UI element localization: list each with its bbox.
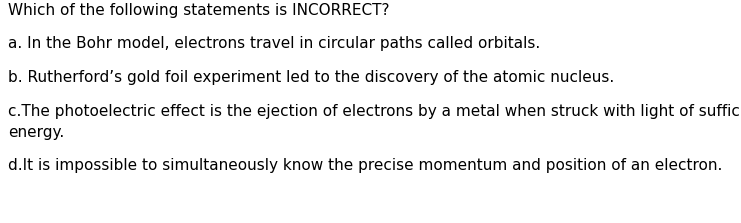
Text: d.It is impossible to simultaneously know the precise momentum and position of a: d.It is impossible to simultaneously kno…: [8, 158, 722, 173]
Text: Which of the following statements is INCORRECT?: Which of the following statements is INC…: [8, 3, 390, 18]
Text: c.The photoelectric effect is the ejection of electrons by a metal when struck w: c.The photoelectric effect is the ejecti…: [8, 104, 741, 119]
Text: a. In the Bohr model, electrons travel in circular paths called orbitals.: a. In the Bohr model, electrons travel i…: [8, 36, 540, 51]
Text: b. Rutherford’s gold foil experiment led to the discovery of the atomic nucleus.: b. Rutherford’s gold foil experiment led…: [8, 70, 614, 85]
Text: energy.: energy.: [8, 125, 64, 140]
